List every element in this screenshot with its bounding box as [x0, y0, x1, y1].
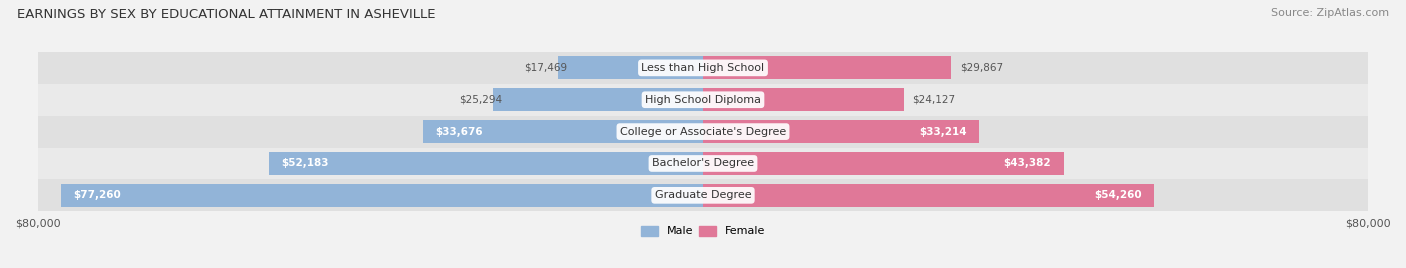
Bar [269, 152, 703, 175]
Text: Source: ZipAtlas.com: Source: ZipAtlas.com [1271, 8, 1389, 18]
Bar [38, 179, 1368, 211]
Text: $43,382: $43,382 [1004, 158, 1052, 169]
Bar [558, 56, 703, 79]
Text: Bachelor's Degree: Bachelor's Degree [652, 158, 754, 169]
Text: Graduate Degree: Graduate Degree [655, 190, 751, 200]
Bar [703, 152, 1064, 175]
Text: $77,260: $77,260 [73, 190, 121, 200]
Bar [38, 52, 1368, 84]
Text: $29,867: $29,867 [960, 63, 1002, 73]
Text: $17,469: $17,469 [524, 63, 568, 73]
Text: $33,676: $33,676 [436, 126, 484, 137]
Legend: Male, Female: Male, Female [637, 221, 769, 241]
Text: Less than High School: Less than High School [641, 63, 765, 73]
Bar [703, 88, 904, 111]
Bar [38, 148, 1368, 179]
Bar [703, 120, 979, 143]
Bar [492, 88, 703, 111]
Bar [703, 56, 952, 79]
Bar [38, 116, 1368, 148]
Text: $33,214: $33,214 [920, 126, 967, 137]
Text: $24,127: $24,127 [912, 95, 955, 105]
Bar [423, 120, 703, 143]
Bar [38, 84, 1368, 116]
Text: $25,294: $25,294 [460, 95, 503, 105]
Text: College or Associate's Degree: College or Associate's Degree [620, 126, 786, 137]
Text: $52,183: $52,183 [281, 158, 329, 169]
Bar [60, 184, 703, 207]
Text: EARNINGS BY SEX BY EDUCATIONAL ATTAINMENT IN ASHEVILLE: EARNINGS BY SEX BY EDUCATIONAL ATTAINMEN… [17, 8, 436, 21]
Text: $54,260: $54,260 [1094, 190, 1142, 200]
Bar [703, 184, 1154, 207]
Text: High School Diploma: High School Diploma [645, 95, 761, 105]
